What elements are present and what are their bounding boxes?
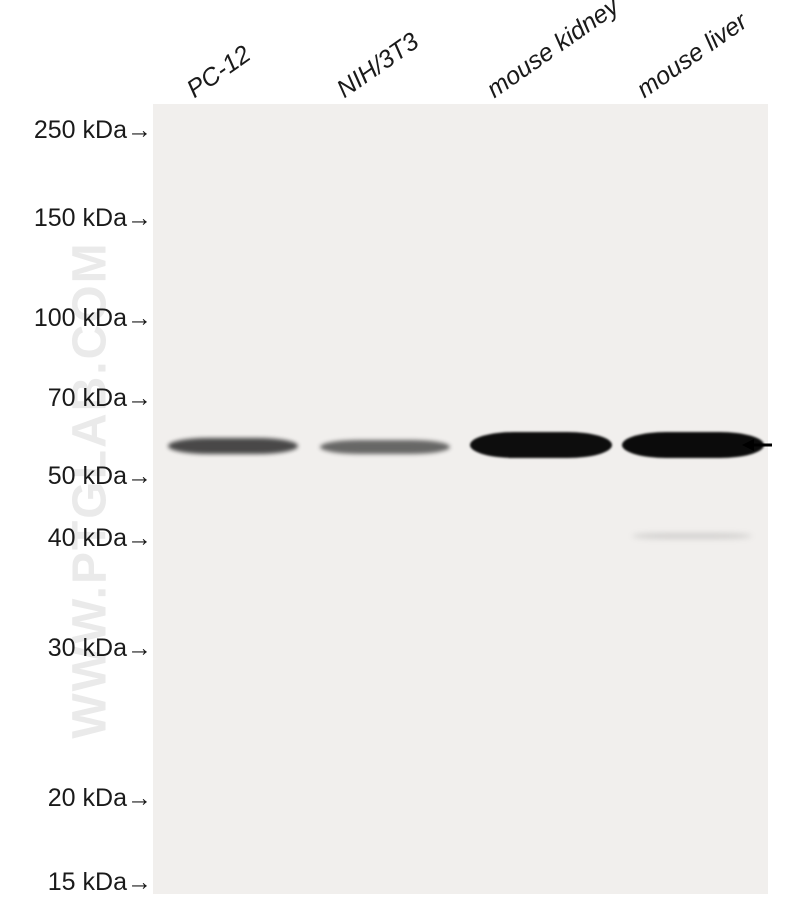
- western-blot-figure: WWW.PTGLAB.COM PC-12NIH/3T3mouse kidneym…: [0, 0, 800, 903]
- mw-marker-label: 100 kDa→: [34, 304, 152, 333]
- blot-membrane-area: [153, 104, 768, 894]
- mw-marker-label: 250 kDa→: [34, 116, 152, 145]
- mw-marker-label: 150 kDa→: [34, 204, 152, 233]
- mw-marker-label: 30 kDa→: [48, 634, 152, 663]
- lane-label: mouse kidney: [482, 0, 625, 104]
- protein-band: [168, 438, 298, 454]
- mw-marker-label: 20 kDa→: [48, 784, 152, 813]
- lane-label: mouse liver: [632, 7, 753, 104]
- protein-band: [470, 432, 612, 458]
- mw-marker-label: 15 kDa→: [48, 868, 152, 897]
- mw-marker-label: 40 kDa→: [48, 524, 152, 553]
- protein-band: [632, 533, 752, 539]
- lane-label: NIH/3T3: [332, 27, 425, 104]
- mw-marker-label: 50 kDa→: [48, 462, 152, 491]
- lane-label: PC-12: [182, 40, 257, 104]
- protein-band: [320, 440, 450, 454]
- mw-marker-label: 70 kDa→: [48, 384, 152, 413]
